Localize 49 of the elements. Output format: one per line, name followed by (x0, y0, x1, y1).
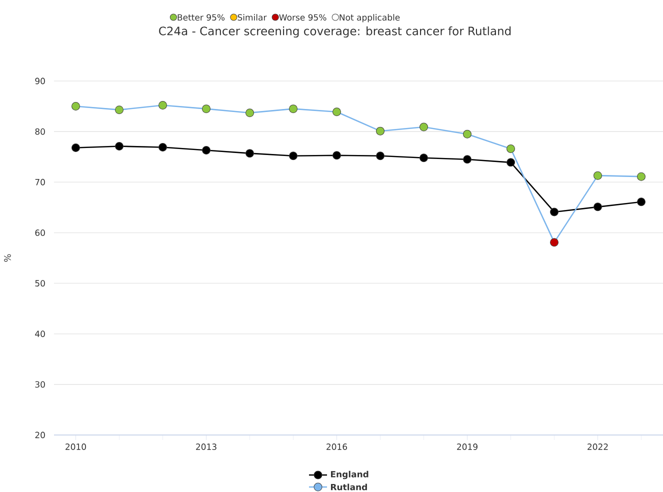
point (115, 142, 124, 150)
point (594, 171, 602, 180)
point (637, 172, 646, 181)
legend-label: England (330, 470, 368, 480)
point (246, 149, 254, 158)
point (158, 101, 168, 110)
y-tick-label: 70 (35, 178, 45, 186)
point (376, 152, 385, 160)
point (72, 144, 80, 152)
point (420, 154, 428, 162)
point (158, 142, 168, 152)
point (506, 158, 516, 167)
point (420, 122, 428, 132)
point (506, 144, 516, 154)
x-tick-label: 2013 (196, 444, 216, 450)
legend-label: Rutland (330, 484, 367, 490)
point (289, 152, 298, 160)
point (550, 208, 559, 216)
point (550, 238, 559, 247)
point (637, 198, 646, 206)
y-axis-title: % (4, 254, 11, 262)
text: Similar (238, 14, 267, 21)
y-tick-label: 50 (35, 280, 45, 287)
x-tick-label: 2019 (457, 444, 478, 450)
point (115, 106, 124, 114)
point (332, 151, 342, 160)
point (376, 126, 385, 136)
point (202, 146, 210, 155)
point (463, 130, 472, 138)
y-tick-label: 40 (35, 330, 45, 338)
text: Worse 95% (279, 14, 326, 21)
point (72, 102, 80, 111)
y-tick-label: 30 (35, 381, 45, 388)
y-tick-label: 20 (35, 432, 45, 438)
point (246, 108, 254, 118)
y-tick-label: 80 (35, 128, 45, 135)
point (289, 104, 298, 114)
text: Not applicable (340, 14, 400, 22)
point (463, 155, 472, 164)
x-tick-label: 2016 (326, 444, 348, 450)
point (594, 202, 602, 212)
x-tick-label: 2010 (66, 444, 86, 450)
y-tick-label: 60 (35, 230, 45, 236)
point (332, 108, 342, 116)
chart-title: C24a - Cancer screening coverage: breast cancer for Rutland (159, 26, 511, 38)
point (202, 104, 210, 114)
y-tick-label: 90 (35, 78, 45, 84)
x-tick-label: 2022 (588, 444, 608, 450)
text: Better 95% (178, 14, 225, 21)
